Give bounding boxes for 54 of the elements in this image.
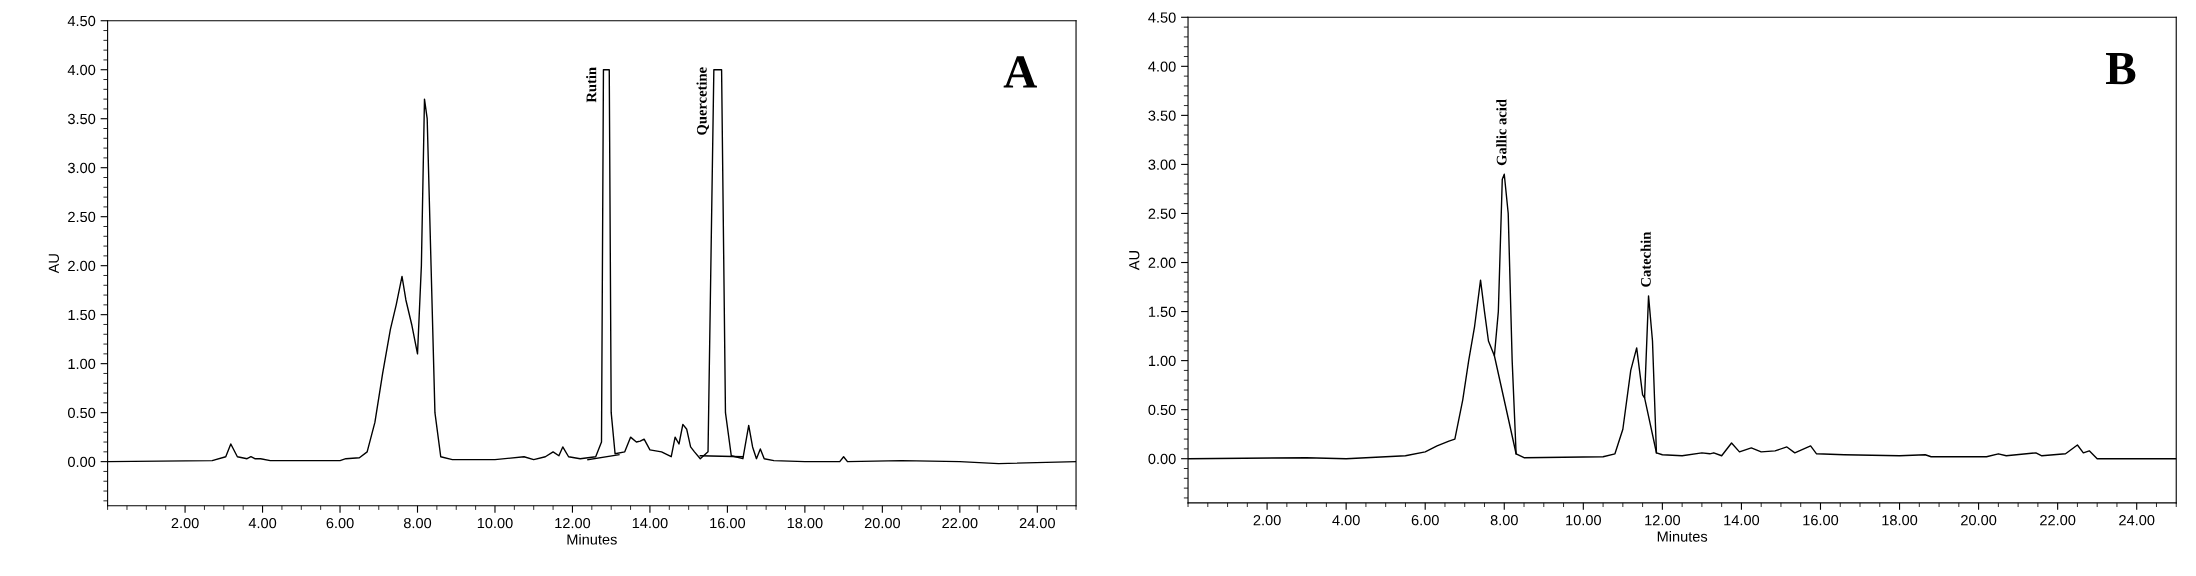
x-tick-label: 18.00 xyxy=(1882,515,1918,526)
x-axis-title: Minutes xyxy=(567,533,617,545)
y-axis-title: AU xyxy=(48,254,59,274)
y-tick-label: 0.50 xyxy=(67,407,96,419)
y-tick-label: 3.50 xyxy=(1148,110,1176,121)
x-tick-label: 16.00 xyxy=(1803,515,1839,526)
annotation: A xyxy=(1003,56,1037,88)
y-tick-label: 2.00 xyxy=(1148,257,1176,268)
y-axis-title: AU xyxy=(1129,251,1140,271)
y-tick-label: 2.50 xyxy=(68,211,96,223)
annotation: Gallic acid xyxy=(1496,99,1507,166)
y-tick-label: 1.50 xyxy=(68,309,96,321)
y-tick-label: 4.00 xyxy=(67,64,96,76)
annotation: Quercetine xyxy=(696,67,709,135)
x-tick-label: 4.00 xyxy=(248,517,277,529)
x-tick-label: 12.00 xyxy=(1645,515,1681,526)
y-tick-label: 3.00 xyxy=(1148,159,1176,170)
y-tick-label: 3.00 xyxy=(67,162,96,174)
y-tick-label: 1.00 xyxy=(68,358,96,370)
y-tick-label: 2.00 xyxy=(68,260,96,272)
x-tick-label: 20.00 xyxy=(864,517,901,529)
x-tick-label: 18.00 xyxy=(787,517,823,529)
x-tick-label: 20.00 xyxy=(1961,515,1997,526)
y-tick-label: 0.00 xyxy=(1148,453,1176,465)
annotation: Rutin xyxy=(586,67,597,103)
x-tick-label: 8.00 xyxy=(1490,515,1518,526)
x-axis-title: Minutes xyxy=(1657,531,1708,542)
x-tick-label: 6.00 xyxy=(1411,515,1439,526)
y-tick-label: 1.50 xyxy=(1148,306,1176,317)
y-tick-label: 3.50 xyxy=(67,113,96,125)
x-tick-label: 22.00 xyxy=(942,517,978,529)
y-tick-label: 0.00 xyxy=(67,456,96,468)
y-tick-label: 4.00 xyxy=(1148,61,1176,72)
y-tick-label: 4.50 xyxy=(67,15,96,27)
y-tick-label: 2.50 xyxy=(1148,208,1176,219)
x-tick-label: 22.00 xyxy=(2040,515,2076,526)
x-tick-label: 8.00 xyxy=(403,517,432,529)
x-tick-label: 2.00 xyxy=(171,517,199,529)
annotation: B xyxy=(2105,53,2136,85)
x-tick-label: 6.00 xyxy=(326,517,354,529)
x-tick-label: 24.00 xyxy=(1019,517,1055,529)
y-tick-label: 0.50 xyxy=(1148,404,1176,416)
x-tick-label: 14.00 xyxy=(632,517,668,529)
x-tick-label: 2.00 xyxy=(1253,515,1281,526)
x-tick-label: 14.00 xyxy=(1724,515,1760,526)
x-tick-label: 16.00 xyxy=(710,517,746,529)
x-tick-label: 10.00 xyxy=(477,517,513,529)
x-tick-label: 24.00 xyxy=(2119,515,2155,526)
y-tick-label: 1.00 xyxy=(1148,355,1176,367)
x-tick-label: 4.00 xyxy=(1332,515,1360,526)
annotation: Catechin xyxy=(1640,231,1651,287)
x-tick-label: 12.00 xyxy=(555,517,591,529)
y-tick-label: 4.50 xyxy=(1148,12,1176,23)
x-tick-label: 10.00 xyxy=(1566,515,1601,526)
